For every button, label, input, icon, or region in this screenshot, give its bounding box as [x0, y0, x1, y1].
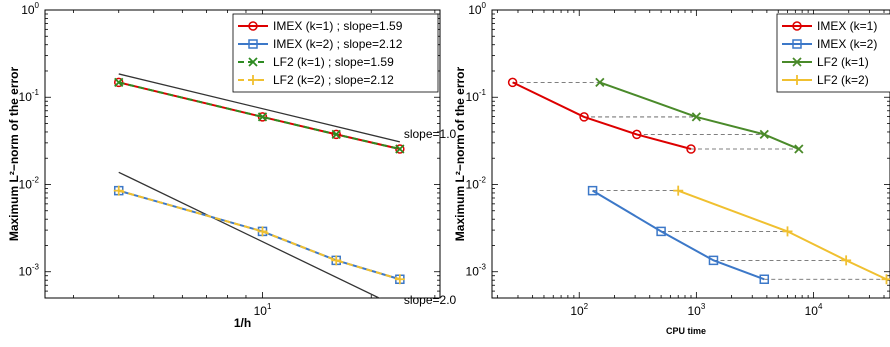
data-point	[394, 274, 405, 285]
legend-label: LF2 (k=1)	[817, 55, 869, 69]
data-point	[595, 77, 605, 88]
x-axis-label: 1/h	[234, 316, 251, 330]
data-point	[331, 129, 341, 140]
legend-label: IMEX (k=1)	[817, 19, 877, 33]
series-line	[512, 81, 692, 150]
legend-label: LF2 (k=2)	[817, 73, 869, 87]
data-point	[632, 129, 642, 140]
data-point	[841, 255, 852, 266]
data-point	[708, 255, 719, 266]
data-point	[507, 77, 518, 88]
series-square	[587, 185, 770, 285]
x-axis-label: CPU time	[666, 326, 706, 336]
series-line	[599, 81, 800, 150]
y-tick-label: 100	[21, 1, 39, 17]
data-point	[691, 112, 701, 122]
data-point	[248, 57, 258, 67]
data-point	[782, 226, 793, 237]
data-point	[113, 185, 124, 196]
slope-reference-line	[118, 171, 381, 298]
slope-reference-line	[118, 73, 400, 143]
data-area	[113, 73, 405, 298]
data-point	[257, 226, 268, 237]
data-point	[759, 129, 769, 140]
data-point	[794, 144, 804, 154]
legend-label: LF2 (k=1) ; slope=1.59	[273, 55, 394, 69]
y-tick-label: 10-2	[466, 175, 487, 191]
y-tick-label: 100	[468, 1, 486, 17]
series-plus	[673, 185, 890, 285]
x-tick-label: 103	[687, 302, 705, 318]
series-line	[592, 189, 765, 281]
y-tick-label: 10-1	[466, 88, 487, 104]
data-point	[587, 185, 598, 196]
legend: IMEX (k=1) ; slope=1.59 IMEX (k=2) ; slop…	[232, 13, 439, 93]
y-tick-label: 10-1	[19, 88, 40, 104]
data-point	[257, 112, 268, 122]
data-point	[248, 75, 258, 85]
x-tick-label: 104	[805, 302, 823, 318]
data-point	[395, 144, 405, 154]
series-line	[118, 81, 401, 150]
data-point	[331, 255, 342, 266]
x-tick-label: 102	[570, 302, 588, 318]
data-point	[792, 21, 802, 31]
slope-annotation: slope=1.0	[404, 127, 457, 141]
series-line	[118, 189, 401, 281]
data-area	[507, 77, 890, 285]
y-tick-label: 10-3	[466, 263, 487, 279]
data-point	[656, 226, 666, 237]
series-plus	[113, 185, 405, 285]
legend-label: IMEX (k=2)	[817, 37, 877, 51]
data-point	[792, 57, 802, 67]
minor-ticks	[45, 9, 440, 299]
series-circle	[507, 77, 696, 154]
plot-frame	[44, 9, 441, 299]
series-x	[114, 77, 405, 154]
legend: IMEX (k=1) IMEX (k=2) LF2 (k=1) LF2 (k=2)	[776, 13, 890, 93]
y-axis-label: Maximum L²−norm of the error	[7, 66, 21, 241]
data-point	[248, 21, 258, 31]
legend-label: LF2 (k=2) ; slope=2.12	[273, 73, 394, 87]
y-axis-label: Maximum L²−norm of the error	[453, 66, 467, 241]
legend-label: IMEX (k=2) ; slope=2.12	[273, 37, 403, 51]
legend-label: IMEX (k=1) ; slope=1.59	[273, 19, 403, 33]
y-tick-label: 10-3	[19, 263, 40, 279]
data-point	[331, 129, 341, 140]
data-point	[579, 112, 589, 122]
data-point	[792, 39, 802, 49]
data-point	[759, 274, 770, 285]
right-panel: 10-3 10-2 10-1 100 102 103 104 CPU time Maximum …	[453, 1, 890, 336]
slope-annotation: slope=2.0	[404, 293, 457, 307]
data-point	[792, 75, 802, 85]
data-point	[673, 185, 684, 196]
series-x	[595, 77, 804, 154]
data-point	[686, 144, 696, 154]
y-tick-label: 10-2	[19, 175, 40, 191]
series-line	[677, 189, 887, 281]
x-tick-label: 101	[254, 302, 272, 318]
data-point	[114, 77, 124, 88]
data-point	[248, 39, 258, 49]
